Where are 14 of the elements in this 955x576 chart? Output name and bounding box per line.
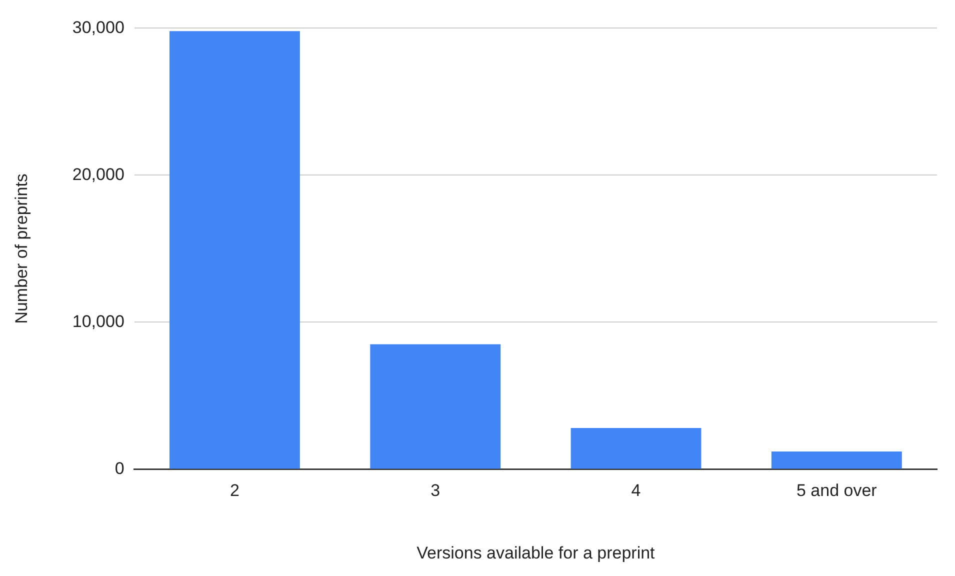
y-axis-title: Number of preprints [12, 174, 31, 324]
x-tick-label: 3 [430, 481, 440, 500]
y-tick-label: 10,000 [72, 312, 124, 331]
x-tick-label: 2 [230, 481, 240, 500]
x-tick-label: 5 and over [796, 481, 878, 500]
y-tick-label: 30,000 [72, 18, 124, 37]
bar [570, 428, 702, 469]
y-tick-label: 20,000 [72, 164, 124, 184]
y-tick-label: 0 [114, 458, 124, 478]
x-tick-label: 4 [631, 481, 641, 500]
x-axis-title: Versions available for a preprint [416, 543, 656, 562]
bar [771, 452, 902, 469]
bar [370, 344, 501, 469]
bar [170, 31, 300, 469]
